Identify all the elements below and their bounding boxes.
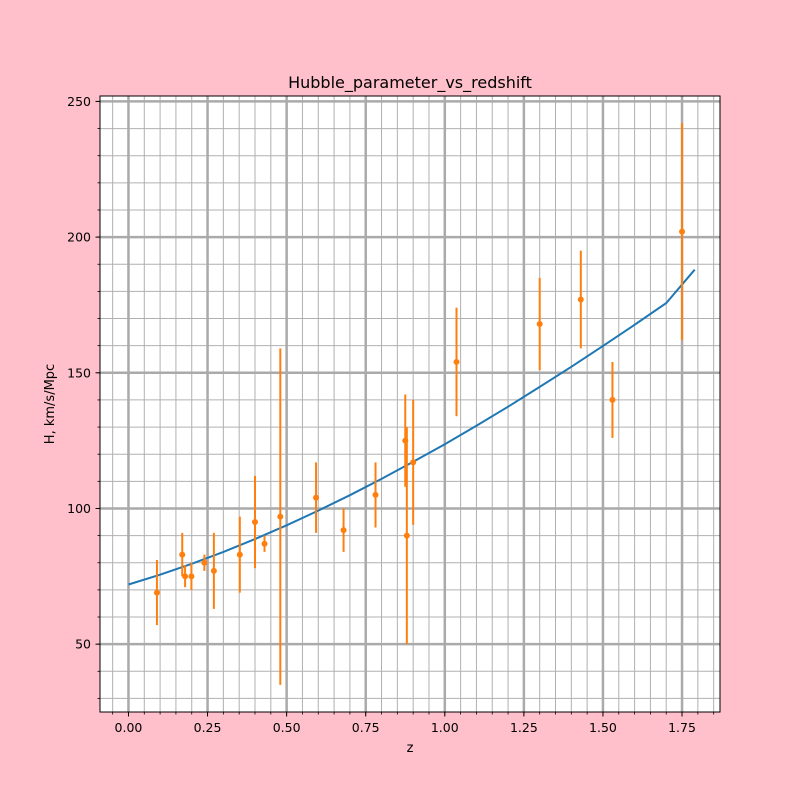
- x-tick-label: 1.00: [431, 720, 459, 735]
- data-point: [179, 551, 186, 558]
- x-tick-label: 0.25: [194, 720, 222, 735]
- x-tick-label: 1.25: [510, 720, 538, 735]
- x-tick-label: 1.50: [589, 720, 617, 735]
- data-point: [453, 358, 460, 365]
- observations-layer: [153, 123, 686, 685]
- x-axis-ticks: 0.00 0.25 0.50 0.75 1.00 1.25 1.50 1.75: [112, 712, 715, 735]
- y-tick-label: 250: [67, 94, 91, 109]
- y-tick-label: 50: [75, 637, 91, 652]
- y-tick-label: 150: [67, 365, 91, 380]
- data-point: [679, 228, 686, 235]
- data-point: [410, 459, 417, 466]
- data-point: [536, 320, 543, 327]
- data-point: [403, 532, 410, 539]
- x-tick-label: 0.50: [273, 720, 301, 735]
- data-point: [372, 491, 379, 498]
- x-tick-label: 0.75: [352, 720, 380, 735]
- plot-area: [100, 96, 720, 712]
- data-point: [609, 396, 616, 403]
- y-tick-label: 200: [67, 230, 91, 245]
- data-point: [210, 567, 217, 574]
- data-point: [201, 559, 208, 566]
- data-point: [182, 573, 189, 580]
- chart-title: Hubble_parameter_vs_redshift: [288, 73, 532, 93]
- y-axis-label: H, km/s/Mpc: [43, 364, 58, 444]
- plot-frame: [99, 95, 721, 713]
- data-point: [313, 494, 320, 501]
- x-axis-label: z: [407, 741, 414, 756]
- data-point: [188, 573, 195, 580]
- x-tick-label: 0.00: [115, 720, 143, 735]
- data-point: [252, 519, 258, 526]
- y-tick-label: 100: [67, 501, 91, 516]
- data-point: [261, 540, 268, 547]
- minor-grid: [100, 96, 720, 712]
- data-point: [236, 551, 243, 558]
- data-point: [577, 296, 584, 303]
- x-tick-label: 1.75: [668, 720, 696, 735]
- y-axis-ticks: 50 100 150 200 250: [67, 94, 100, 699]
- data-point: [153, 589, 160, 596]
- data-point: [340, 527, 347, 534]
- data-point: [277, 513, 284, 520]
